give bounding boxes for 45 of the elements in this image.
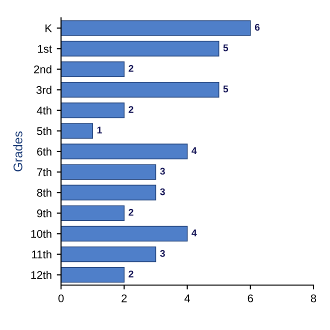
bar [61, 102, 125, 118]
data-label: 5 [223, 86, 228, 92]
bar [61, 267, 125, 283]
data-label: 2 [128, 208, 134, 216]
data-label: 4 [192, 147, 197, 154]
data-label: 2 [128, 270, 134, 278]
bar [61, 61, 125, 78]
y-tick-label: 12th [31, 270, 52, 279]
bar [61, 226, 188, 242]
y-tick-label: 1st [38, 45, 52, 53]
y-tick-label: 9th [37, 209, 52, 218]
bar [61, 82, 220, 98]
y-tick-label: 10th [31, 230, 52, 238]
y-tick-label: 11th [32, 250, 52, 258]
data-label: 1 [97, 126, 102, 134]
x-tick-label: 8 [310, 294, 316, 302]
x-tick-label: 4 [184, 294, 190, 302]
data-label: 3 [160, 168, 165, 175]
bar [61, 40, 220, 56]
bar [61, 164, 156, 180]
data-label: 6 [254, 24, 260, 31]
y-tick-label: 8th [37, 188, 52, 197]
x-tick-label: 2 [122, 294, 127, 302]
data-label: 5 [223, 44, 228, 52]
y-tick-label: 4th [36, 106, 52, 114]
bar [61, 20, 251, 36]
bar [61, 144, 188, 160]
data-label: 3 [160, 250, 165, 257]
bar [61, 123, 94, 139]
y-tick-label: 2nd [34, 65, 52, 74]
bar [61, 246, 156, 262]
y-tick-label: 3rd [36, 86, 52, 94]
bar [61, 205, 125, 221]
y-tick-label: 6th [37, 147, 52, 156]
data-label: 2 [128, 106, 134, 113]
data-label: 3 [160, 188, 165, 196]
x-tick-label: 0 [58, 294, 64, 302]
y-tick-label: 7th [37, 168, 52, 176]
data-label: 4 [192, 230, 197, 236]
y-tick-label: K [46, 24, 52, 32]
y-axis-title: Grades [13, 131, 22, 172]
x-tick-label: 6 [248, 294, 253, 302]
data-label: 2 [128, 64, 134, 72]
bar [61, 184, 156, 200]
y-tick-label: 5th [37, 126, 52, 136]
